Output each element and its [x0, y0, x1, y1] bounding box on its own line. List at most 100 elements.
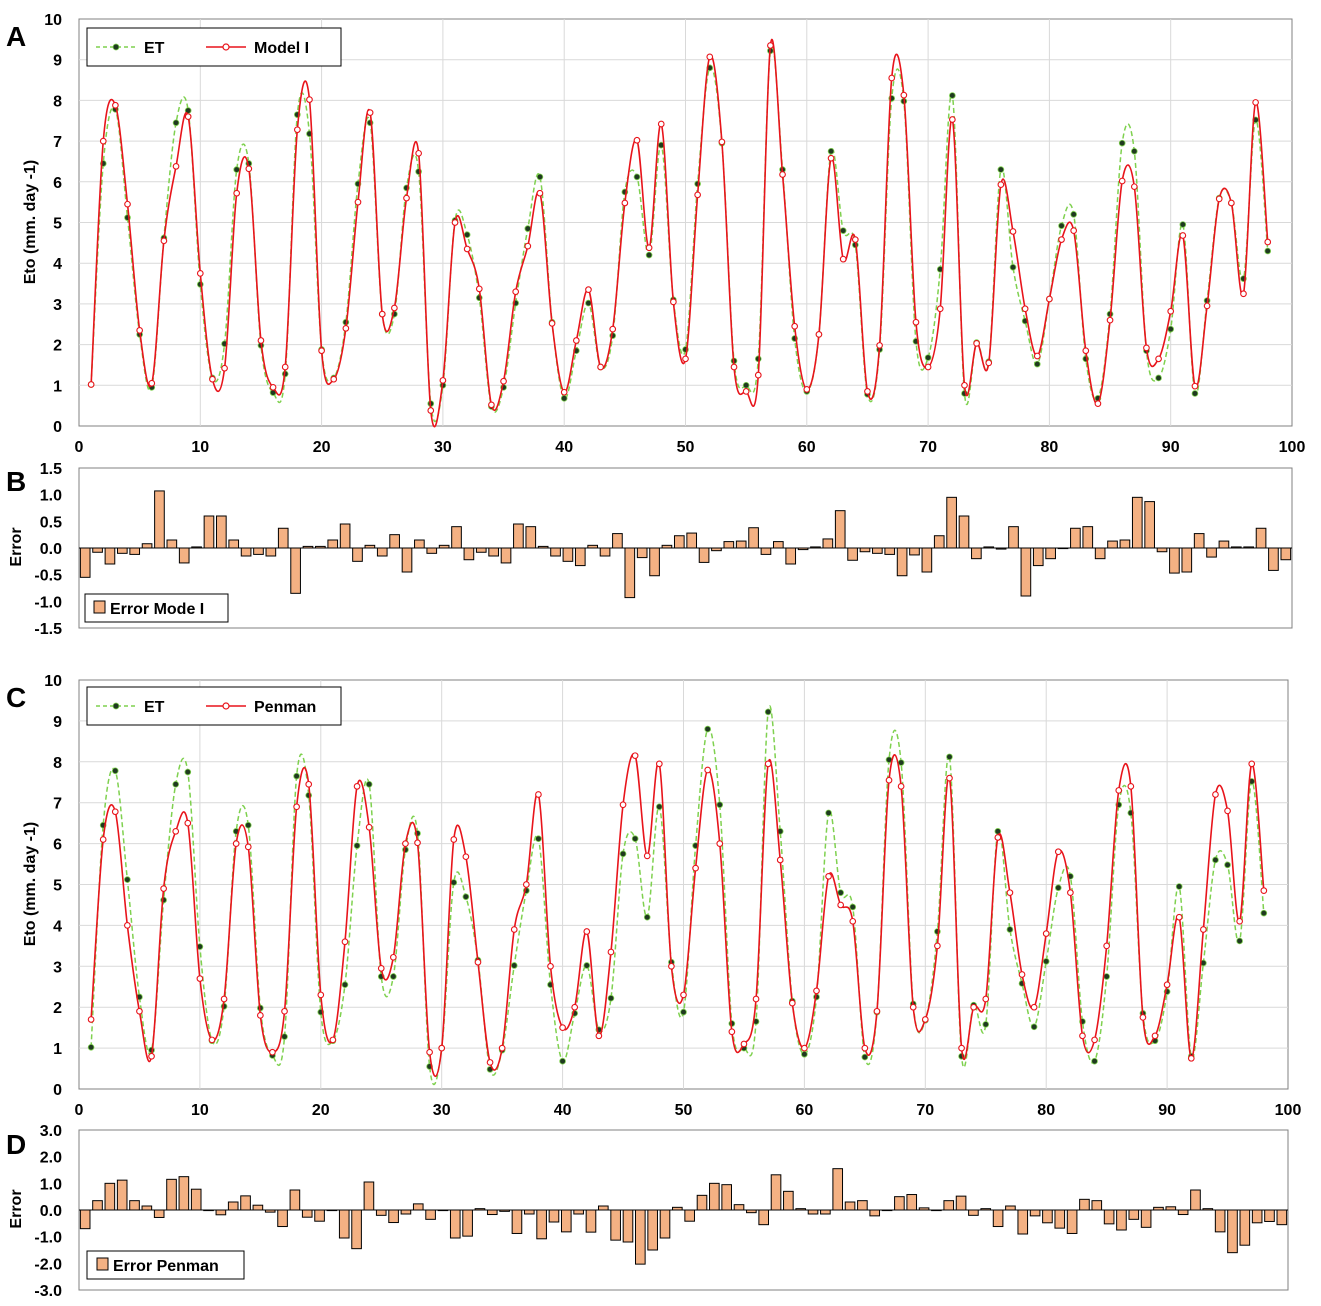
model-point-a — [342, 324, 350, 332]
et-point-c — [861, 1053, 869, 1061]
model-point-c — [1175, 913, 1183, 921]
model-point-a — [1009, 228, 1017, 235]
legend-et-label-c: ET — [144, 699, 165, 716]
y-tick-label-d: 3.0 — [40, 1123, 62, 1140]
model-point-c — [329, 1036, 337, 1044]
model-point-a — [888, 74, 896, 82]
model-point-a — [196, 270, 204, 277]
model-point-a — [1191, 382, 1199, 390]
error-bar-d — [1177, 1209, 1189, 1216]
model-point-c — [389, 953, 397, 961]
x-tick-label-a: 40 — [555, 439, 573, 456]
error-bar-d — [844, 1201, 856, 1211]
et-point-c — [764, 708, 772, 716]
panel-d: D Error -3.0 -2.0 -1.0 0.0 1.0 2.0 3.0 Error P… — [6, 1123, 1289, 1300]
error-bar-d — [190, 1188, 202, 1211]
error-bar-d — [425, 1209, 436, 1220]
model-point-c — [668, 962, 675, 970]
error-bar-b — [574, 547, 586, 567]
grid-a — [79, 19, 1292, 426]
model-point-a — [670, 298, 677, 306]
model-series-line-a — [90, 38, 1269, 428]
ylabel-d: Error — [8, 1189, 25, 1228]
et-point-a — [1179, 221, 1187, 228]
error-bar-d — [659, 1209, 671, 1239]
error-bar-d — [684, 1209, 695, 1222]
et-point-c — [1212, 856, 1219, 864]
error-bar-d — [1239, 1209, 1251, 1246]
x-tick-label-c: 20 — [312, 1102, 330, 1119]
model-point-a — [488, 401, 495, 409]
model-point-a — [281, 363, 289, 371]
error-bar-d — [215, 1209, 227, 1216]
model-point-c — [305, 780, 313, 788]
model-point-c — [583, 928, 591, 935]
model-point-a — [427, 407, 435, 414]
et-point-a — [1191, 390, 1199, 397]
et-point-c — [680, 1008, 687, 1016]
model-point-a — [791, 322, 799, 330]
model-point-c — [813, 987, 820, 995]
model-point-a — [536, 189, 544, 197]
error-bar-b — [1032, 547, 1044, 567]
error-bar-b — [933, 535, 945, 549]
error-bar-b — [116, 547, 128, 554]
error-bar-d — [857, 1200, 868, 1211]
error-bar-d — [635, 1209, 646, 1265]
model-point-c — [414, 839, 421, 847]
y-tick-label-b: -1.0 — [34, 594, 62, 611]
y-tick-label-c: 2 — [53, 1000, 62, 1017]
model-point-c — [220, 995, 228, 1003]
error-bar-b — [1169, 547, 1180, 574]
model-point-c — [1042, 930, 1050, 937]
model-point-c — [994, 834, 1002, 841]
model-point-a — [718, 138, 726, 146]
model-point-c — [897, 782, 905, 790]
x-tick-label-a: 20 — [313, 439, 331, 456]
error-bar-d — [1251, 1209, 1263, 1224]
error-bar-d — [178, 1176, 190, 1211]
y-tick-label-b: 0.5 — [40, 514, 62, 531]
legend-et-label-a: ET — [144, 40, 165, 57]
error-bar-b — [612, 533, 623, 549]
model-point-c — [1018, 971, 1026, 978]
error-bar-d — [1128, 1209, 1140, 1220]
model-point-c — [1067, 889, 1074, 897]
error-bar-b — [686, 532, 698, 549]
error-bar-b — [1181, 547, 1193, 573]
legend-penman-label-c: Penman — [254, 699, 316, 716]
model-point-a — [1106, 316, 1114, 324]
y-tick-label-a: 1 — [53, 378, 62, 395]
x-tick-label-c: 30 — [433, 1102, 451, 1119]
y-tick-label-d: 1.0 — [40, 1176, 62, 1193]
et-point-c — [656, 803, 663, 811]
et-point-c — [462, 893, 470, 901]
error-bar-d — [709, 1182, 720, 1211]
x-tick-label-a: 90 — [1162, 439, 1180, 456]
x-tick-label-c: 0 — [75, 1102, 84, 1119]
y-tick-label-b: -1.5 — [34, 621, 62, 638]
y-tick-label-b: 1.0 — [40, 488, 62, 505]
model-point-a — [475, 285, 483, 293]
x-tick-label-c: 80 — [1037, 1102, 1055, 1119]
ticks-d: -3.0 -2.0 -1.0 0.0 1.0 2.0 3.0 — [34, 1123, 62, 1300]
et-point-c — [1103, 973, 1110, 980]
error-bar-d — [277, 1209, 288, 1228]
error-bar-b — [228, 539, 240, 549]
model-point-c — [1091, 1036, 1098, 1044]
model-point-c — [571, 1003, 579, 1011]
model-point-a — [451, 219, 459, 226]
legend-model-label-a: Model I — [254, 40, 309, 57]
model-point-a — [912, 318, 920, 326]
error-bar-d — [1029, 1209, 1041, 1217]
et-point-c — [825, 809, 832, 817]
model-point-a — [257, 337, 265, 344]
model-point-a — [124, 200, 131, 208]
et-point-c — [801, 1050, 808, 1058]
model-point-c — [1224, 807, 1231, 815]
et-point-a — [1118, 139, 1126, 147]
et-point-c — [1236, 937, 1243, 945]
legend-model-marker-a — [222, 43, 230, 51]
et-point-c — [365, 780, 373, 788]
error-bar-b — [909, 547, 920, 556]
